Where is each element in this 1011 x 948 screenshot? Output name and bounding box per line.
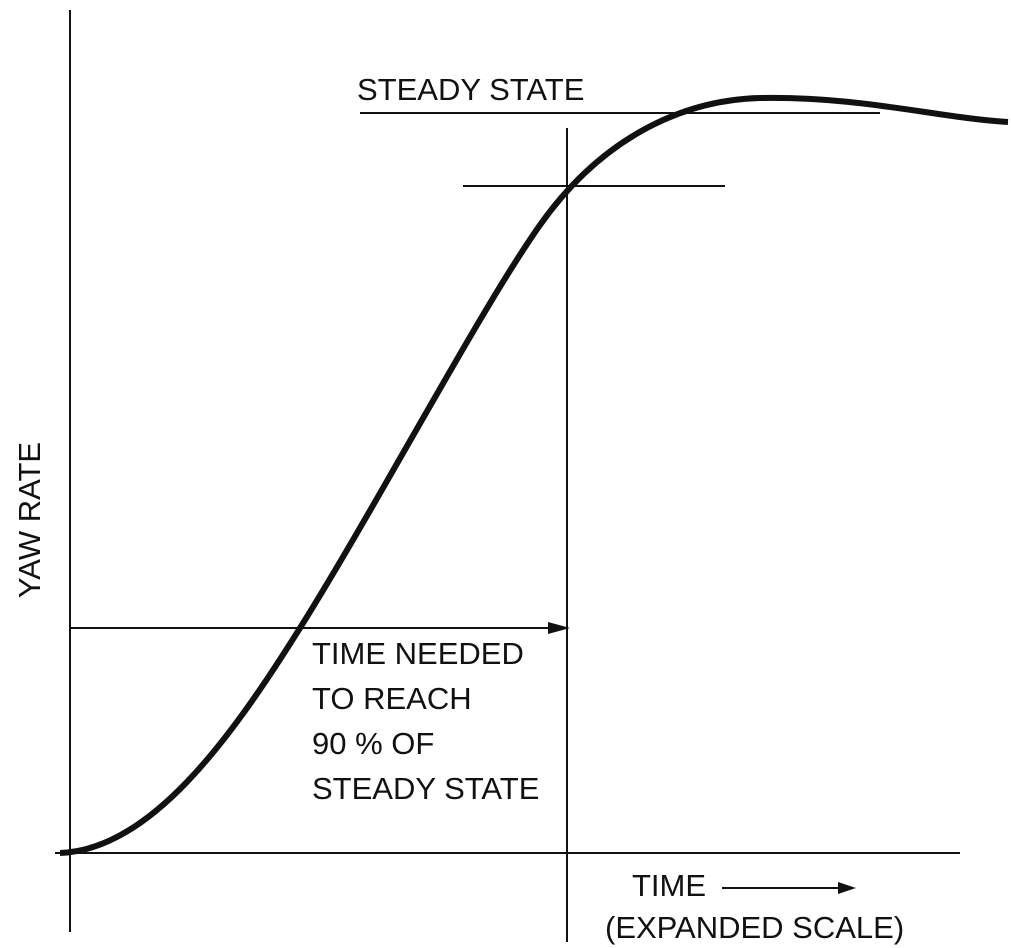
steady-state-label: STEADY STATE: [357, 72, 584, 107]
annotation-line: STEADY STATE: [312, 771, 539, 806]
annotation-line: 90 % OF: [312, 726, 434, 761]
response-curve: [59, 94, 1009, 856]
y-axis-label: YAW RATE: [12, 442, 47, 598]
arrow-head: [548, 622, 570, 634]
annotation-line: TIME NEEDED: [312, 636, 524, 671]
arrow-head: [838, 882, 856, 894]
annotation-line: TO REACH: [312, 681, 472, 716]
x-axis-sublabel: (EXPANDED SCALE): [605, 910, 904, 945]
x-axis-label: TIME: [632, 868, 706, 903]
